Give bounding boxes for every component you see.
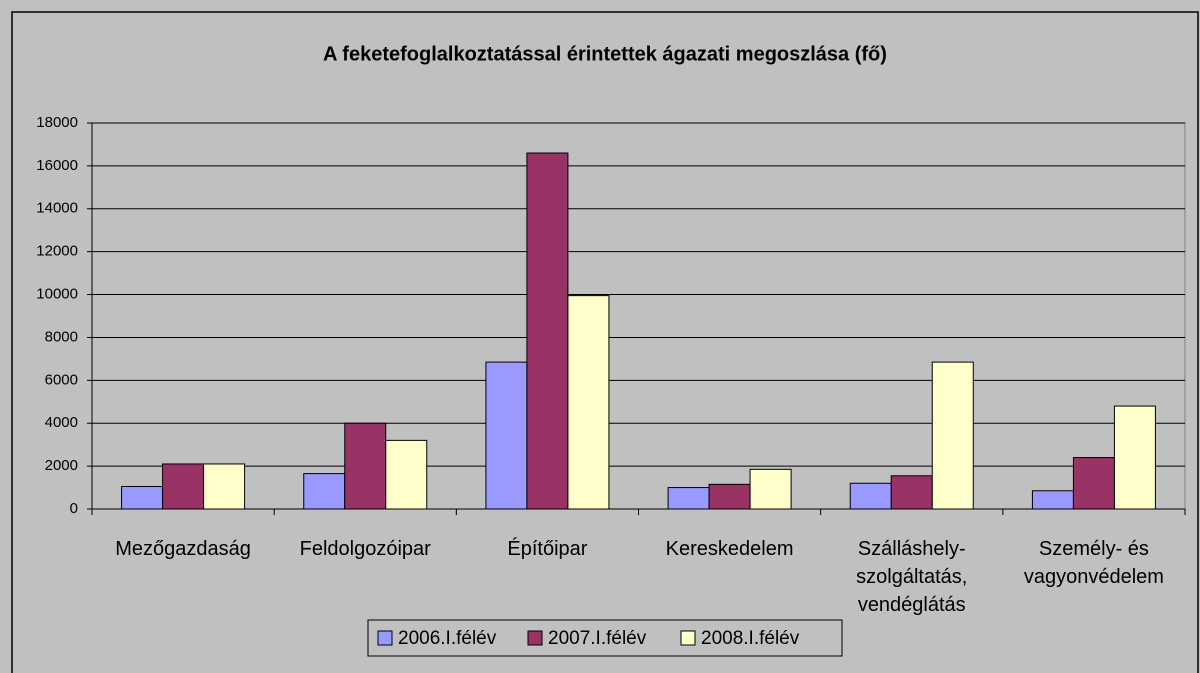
bar — [749, 468, 792, 510]
bar — [708, 483, 751, 510]
y-tick-label: 10000 — [36, 286, 78, 303]
legend-swatch — [680, 630, 696, 646]
bar — [162, 463, 205, 510]
x-tick-label: Személy- és vagyonvédelem — [1023, 538, 1164, 588]
bar — [1072, 457, 1115, 510]
plot-area — [91, 122, 1186, 510]
y-tick-label: 14000 — [36, 200, 78, 217]
x-tick-label: Mezőgazdaság — [115, 538, 251, 560]
bar — [667, 487, 710, 510]
bar — [344, 422, 387, 510]
y-tick-label: 2000 — [45, 457, 78, 474]
y-tick-label: 18000 — [36, 114, 78, 131]
bar — [121, 485, 164, 510]
x-tick-label: Szálláshely-szolgáltatás, vendéglátás — [856, 538, 968, 616]
bar — [303, 473, 346, 510]
bar — [890, 475, 933, 510]
bar — [485, 361, 528, 510]
y-tick-label: 12000 — [36, 243, 78, 260]
x-tick-label: Feldolgozóipar — [299, 538, 431, 560]
y-tick-label: 6000 — [45, 371, 78, 388]
chart-title: A feketefoglalkoztatással érintettek ága… — [323, 43, 887, 65]
x-tick-label: Kereskedelem — [665, 538, 794, 560]
bar — [1031, 490, 1074, 510]
bar — [526, 152, 569, 510]
legend-box — [367, 619, 843, 657]
bar — [1113, 405, 1156, 510]
bar — [385, 439, 428, 510]
legend-label: 2007.I.félév — [548, 628, 647, 649]
bar — [849, 482, 892, 510]
x-tick-label: Építőipar — [507, 538, 588, 560]
y-tick-label: 4000 — [45, 414, 78, 431]
y-tick-label: 8000 — [45, 328, 78, 345]
y-tick-label: 16000 — [36, 157, 78, 174]
bar — [931, 361, 974, 510]
legend-swatch — [377, 630, 393, 646]
bar — [567, 295, 610, 510]
legend-label: 2008.I.félév — [701, 628, 800, 649]
legend-label: 2006.I.félév — [398, 628, 497, 649]
bar — [203, 463, 246, 510]
y-tick-label: 0 — [70, 500, 78, 517]
legend-swatch — [527, 630, 543, 646]
